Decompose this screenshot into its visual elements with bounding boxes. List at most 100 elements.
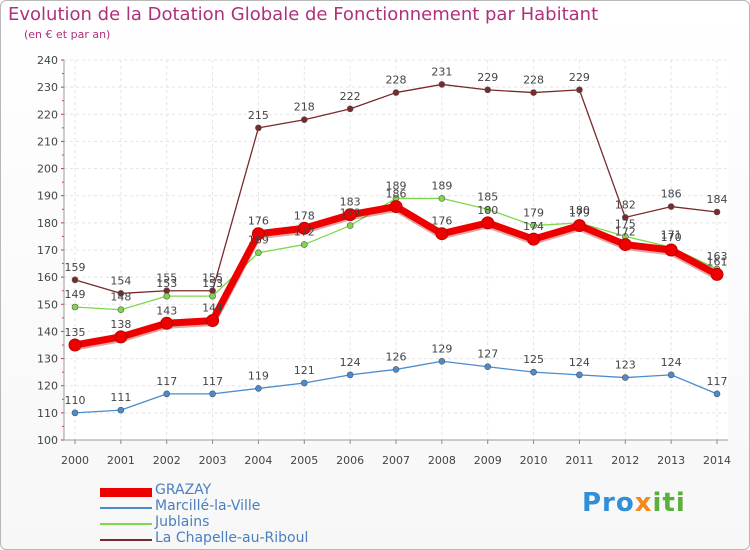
x-tick-label: 2001 <box>107 454 135 467</box>
data-point-chapelle <box>117 290 125 297</box>
data-point-marcille <box>484 363 492 371</box>
legend-label-jublains: Jublains <box>155 514 210 530</box>
data-label-jublains: 179 <box>523 207 544 220</box>
y-tick-label: 200 <box>37 163 58 176</box>
data-point-grazay <box>572 219 586 233</box>
legend-label-grazay: GRAZAY <box>155 482 212 498</box>
data-label-chapelle: 228 <box>523 74 544 87</box>
data-label-marcille: 117 <box>202 375 223 388</box>
x-tick-label: 2007 <box>382 454 410 467</box>
y-tick-label: 130 <box>37 353 58 366</box>
data-point-grazay <box>68 338 82 352</box>
data-point-jublains <box>530 222 537 229</box>
data-point-grazay <box>389 200 403 214</box>
data-label-grazay: 170 <box>661 231 682 244</box>
data-label-jublains: 171 <box>661 228 682 241</box>
data-label-marcille: 124 <box>569 356 590 369</box>
data-point-jublains <box>71 303 79 311</box>
data-point-chapelle <box>667 203 675 210</box>
data-point-grazay <box>710 267 724 281</box>
series-chapelle <box>71 81 721 297</box>
data-label-jublains: 163 <box>707 250 728 263</box>
data-point-grazay <box>664 243 678 257</box>
data-point-grazay <box>297 221 311 235</box>
data-point-chapelle <box>713 208 721 216</box>
data-point-marcille <box>300 379 308 387</box>
legend-label-marcille: Marcillé-la-Ville <box>155 498 261 514</box>
data-label-marcille: 117 <box>707 375 728 388</box>
y-tick-label: 150 <box>37 298 58 311</box>
data-point-jublains <box>163 292 171 300</box>
data-point-jublains <box>209 292 216 300</box>
data-point-marcille <box>255 385 262 392</box>
y-tick-label: 210 <box>37 135 58 148</box>
data-point-marcille <box>621 374 629 381</box>
line-chart: 100 110 120 130 140 150 160 170 180 190 200 210 220 2… <box>37 54 731 467</box>
data-label-grazay: 135 <box>65 326 86 339</box>
x-tick-label: 2014 <box>703 454 731 467</box>
data-label-marcille: 110 <box>65 394 86 407</box>
data-label-chapelle: 184 <box>707 193 728 206</box>
data-label-chapelle: 218 <box>294 101 315 114</box>
data-point-grazay <box>251 227 265 241</box>
data-point-jublains <box>300 241 308 248</box>
y-tick-label: 190 <box>37 190 58 203</box>
data-label-chapelle: 229 <box>477 71 498 84</box>
data-label-chapelle: 231 <box>431 65 452 78</box>
x-tick-label: 2000 <box>61 454 89 467</box>
y-tick-label: 160 <box>37 271 58 284</box>
y-tick-label: 170 <box>37 244 58 257</box>
data-label-marcille: 125 <box>523 353 544 366</box>
data-label-chapelle: 215 <box>248 109 269 122</box>
data-label-grazay: 176 <box>248 215 269 228</box>
x-tick-label: 2011 <box>565 454 593 467</box>
data-label-grazay: 172 <box>615 226 636 239</box>
data-label-marcille: 124 <box>340 356 361 369</box>
data-label-marcille: 123 <box>615 359 636 372</box>
x-tick-label: 2002 <box>153 454 181 467</box>
data-point-jublains <box>117 306 125 314</box>
x-tick-label: 2004 <box>244 454 272 467</box>
data-point-chapelle <box>392 89 400 96</box>
data-point-marcille <box>209 390 216 398</box>
data-point-chapelle <box>255 124 262 132</box>
data-label-chapelle: 155 <box>156 272 177 285</box>
data-point-marcille <box>163 390 171 398</box>
data-point-chapelle <box>438 81 446 88</box>
y-tick-label: 240 <box>37 54 58 67</box>
data-label-jublains: 153 <box>156 277 177 290</box>
x-tick-label: 2012 <box>611 454 639 467</box>
data-point-marcille <box>71 409 79 417</box>
data-label-marcille: 117 <box>156 375 177 388</box>
data-point-marcille <box>667 371 675 379</box>
data-label-grazay: 178 <box>294 209 315 222</box>
logo-part-2: x <box>634 488 653 518</box>
data-point-chapelle <box>576 86 583 94</box>
data-point-jublains <box>346 222 354 229</box>
data-label-marcille: 119 <box>248 369 269 382</box>
chart-subtitle: (en € et par an) <box>24 28 111 41</box>
data-label-grazay: 179 <box>569 207 590 220</box>
data-label-chapelle: 229 <box>569 71 590 84</box>
y-tick-label: 180 <box>37 217 58 230</box>
y-tick-label: 220 <box>37 108 58 121</box>
data-label-marcille: 126 <box>386 350 407 363</box>
y-tick-label: 110 <box>37 407 58 420</box>
data-label-chapelle: 228 <box>386 74 407 87</box>
data-label-marcille: 121 <box>294 364 315 377</box>
data-label-grazay: 144 <box>202 302 223 315</box>
data-point-grazay <box>206 314 220 328</box>
data-point-chapelle <box>300 116 308 124</box>
data-label-jublains: 149 <box>65 288 86 301</box>
legend-swatch-chapelle <box>100 539 152 541</box>
data-point-marcille <box>530 368 537 376</box>
data-label-chapelle: 159 <box>65 261 86 274</box>
data-label-jublains: 179 <box>340 207 361 220</box>
x-tick-label: 2010 <box>520 454 548 467</box>
data-label-marcille: 124 <box>661 356 682 369</box>
data-label-jublains: 148 <box>110 291 131 304</box>
data-label-jublains: 169 <box>248 234 269 247</box>
legend-swatch-jublains <box>100 523 152 525</box>
data-point-grazay <box>343 208 357 222</box>
data-point-marcille <box>713 390 721 398</box>
